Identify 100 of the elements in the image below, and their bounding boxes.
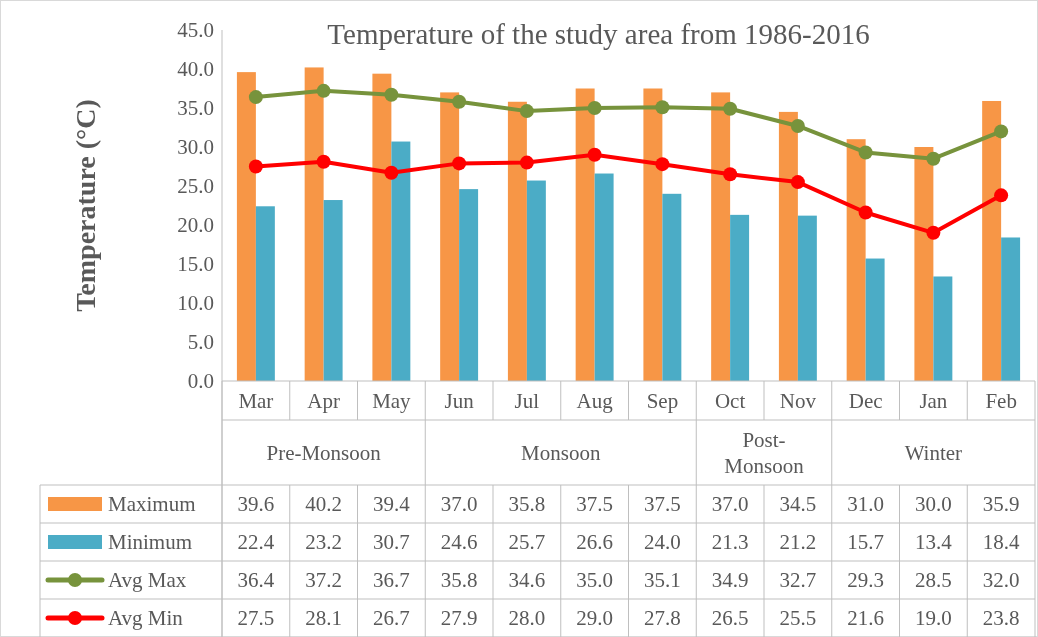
legend-label: Avg Max <box>108 568 187 593</box>
data-label: 35.8 <box>440 568 478 593</box>
data-label: 31.0 <box>847 492 884 517</box>
x-tick-label: Oct <box>714 388 746 413</box>
data-label: 37.5 <box>576 492 613 517</box>
y-tick-label: 35.0 <box>177 96 214 121</box>
bar <box>391 141 411 381</box>
point <box>248 159 263 174</box>
data-label: 37.0 <box>440 492 478 517</box>
bar <box>440 92 460 381</box>
point <box>723 167 738 182</box>
bar <box>304 67 324 381</box>
chart-title: Temperature of the study area from 1986-2016 <box>327 18 870 50</box>
bar <box>846 139 866 381</box>
bar <box>933 276 953 381</box>
y-tick-label: 0.0 <box>187 369 214 394</box>
data-label: 39.6 <box>237 492 275 517</box>
bar <box>711 92 731 381</box>
point <box>384 165 399 180</box>
point <box>858 205 873 220</box>
bar <box>575 88 595 381</box>
x-tick-label: Mar <box>238 388 274 413</box>
x-tick-label: Jul <box>514 388 540 413</box>
data-label: 27.5 <box>237 606 275 631</box>
bar <box>778 111 798 381</box>
y-tick-label: 10.0 <box>177 291 214 316</box>
bar <box>507 101 527 381</box>
data-label: 19.0 <box>915 606 952 631</box>
data-label: 22.4 <box>237 530 275 555</box>
data-label: 21.6 <box>847 606 884 631</box>
data-label: 28.5 <box>915 568 952 593</box>
data-label: 28.1 <box>305 606 342 631</box>
point <box>790 118 805 133</box>
data-label: 32.0 <box>982 568 1020 593</box>
y-tick-label: 40.0 <box>177 57 214 82</box>
bar <box>459 189 479 381</box>
data-label: 26.7 <box>373 606 410 631</box>
bar <box>1001 237 1021 381</box>
bar <box>865 258 885 381</box>
point <box>384 87 399 102</box>
bar <box>982 100 1002 381</box>
data-label: 35.9 <box>982 492 1020 517</box>
point <box>858 145 873 160</box>
data-label: 35.0 <box>576 568 613 593</box>
x-tick-label: Sep <box>646 388 679 413</box>
bar <box>662 193 682 381</box>
point <box>655 100 670 115</box>
data-label: 23.2 <box>305 530 342 555</box>
data-label: 29.3 <box>847 568 884 593</box>
point <box>587 147 602 162</box>
data-label: 34.9 <box>711 568 749 593</box>
y-axis-title: Temperature (°C) <box>70 99 101 312</box>
data-label: 37.2 <box>305 568 342 593</box>
data-label: 35.1 <box>644 568 681 593</box>
bar <box>255 206 275 381</box>
data-label: 26.5 <box>711 606 749 631</box>
data-label: 37.0 <box>711 492 749 517</box>
bar <box>323 200 343 381</box>
x-tick-label: Apr <box>307 388 340 413</box>
bar <box>372 73 392 381</box>
data-label: 35.8 <box>508 492 546 517</box>
data-label: 24.0 <box>644 530 681 555</box>
point <box>316 154 331 169</box>
bar <box>643 88 663 381</box>
data-label: 15.7 <box>847 530 884 555</box>
point <box>994 124 1009 139</box>
data-label: 27.9 <box>440 606 478 631</box>
point <box>994 188 1009 203</box>
point <box>519 104 534 119</box>
bar <box>526 180 546 381</box>
data-label: 37.5 <box>644 492 681 517</box>
data-label: 23.8 <box>982 606 1020 631</box>
data-label: 28.0 <box>508 606 546 631</box>
data-label: 24.6 <box>440 530 478 555</box>
text: Monsoon <box>521 440 601 465</box>
y-tick-label: 15.0 <box>177 252 214 277</box>
x-tick-label: Feb <box>985 388 1017 413</box>
data-label: 36.4 <box>237 568 275 593</box>
data-label: 39.4 <box>373 492 411 517</box>
point <box>316 83 331 98</box>
text: Pre-Monsoon <box>266 440 382 465</box>
y-tick-label: 5.0 <box>187 330 214 355</box>
data-label: 21.2 <box>779 530 817 555</box>
data-label: 21.3 <box>711 530 749 555</box>
data-label: 13.4 <box>915 530 953 555</box>
y-tick-label: 45.0 <box>177 18 214 43</box>
point <box>723 101 738 116</box>
y-tick-label: 25.0 <box>177 174 214 199</box>
bar <box>594 173 614 381</box>
data-label: 34.6 <box>508 568 546 593</box>
data-label: 30.0 <box>915 492 952 517</box>
data-label: 40.2 <box>305 492 342 517</box>
point <box>519 155 534 170</box>
point <box>452 156 467 171</box>
point <box>790 175 805 190</box>
legend-label: Minimum <box>108 530 193 555</box>
point <box>655 157 670 172</box>
bar <box>236 72 256 381</box>
data-label: 30.7 <box>373 530 410 555</box>
data-label: 18.4 <box>982 530 1020 555</box>
